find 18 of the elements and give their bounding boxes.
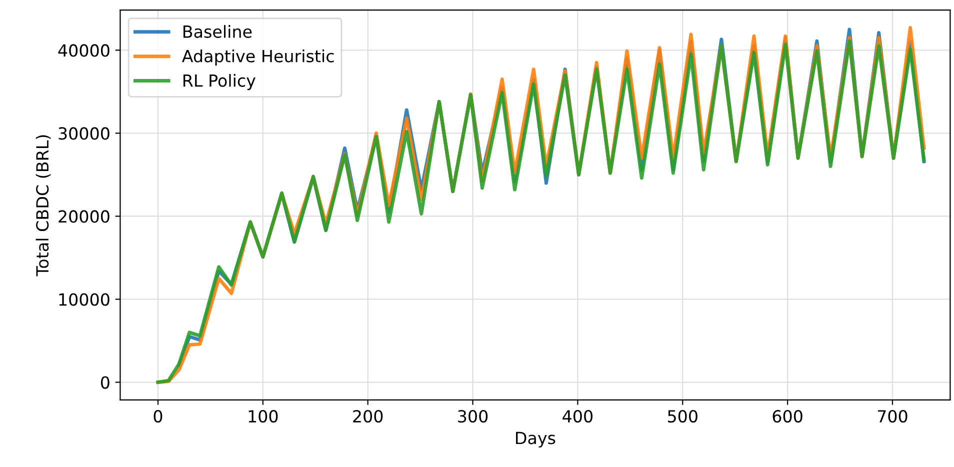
x-tick-label: 700 bbox=[878, 410, 908, 423]
x-tick-label: 100 bbox=[248, 410, 278, 423]
x-tick-label: 600 bbox=[772, 410, 802, 423]
y-tick-label: 40000 bbox=[58, 44, 110, 57]
y-tick-label: 20000 bbox=[58, 210, 110, 223]
legend-label: RL Policy bbox=[184, 74, 256, 90]
x-tick-label: 500 bbox=[668, 410, 698, 423]
y-tick-label: 0 bbox=[100, 376, 110, 389]
x-tick-label: 0 bbox=[154, 410, 162, 423]
y-tick-label: 10000 bbox=[59, 293, 110, 306]
legend-label: Baseline bbox=[184, 25, 252, 38]
x-tick-label: 300 bbox=[458, 410, 488, 423]
y-axis-title: Total CBDC (BRL) bbox=[36, 135, 51, 276]
x-axis-title: Days bbox=[516, 432, 556, 448]
y-tick-label: 30000 bbox=[58, 127, 110, 140]
x-tick-label: 200 bbox=[353, 410, 383, 423]
legend-label: Adaptive Heuristic bbox=[182, 50, 334, 66]
x-tick-label: 400 bbox=[562, 410, 592, 423]
